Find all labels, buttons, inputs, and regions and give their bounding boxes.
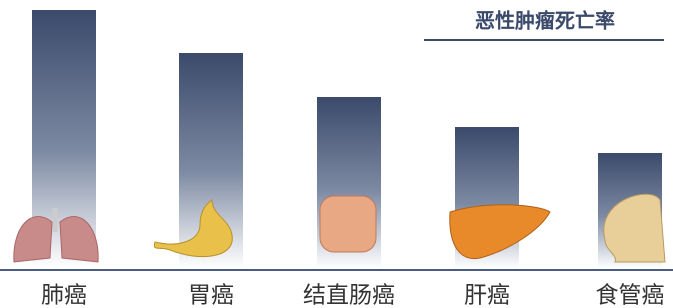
x-tick-label: 胃癌 [188,283,234,308]
chart-title: 恶性肿瘤死亡率 [475,9,615,33]
chart: 恶性肿瘤死亡率 肺癌 胃癌 结直肠癌 肝癌 食管癌 [0,0,673,308]
organ-icons [14,194,665,262]
x-tick-label: 肺癌 [41,283,87,308]
x-tick-label: 肝癌 [464,283,510,308]
liver-icon [450,205,550,259]
x-tick-label: 食管癌 [596,283,665,308]
x-tick-label: 结直肠癌 [303,283,395,308]
intestine-icon [320,196,376,252]
page: 恶性肿瘤死亡率 肺癌胃癌结直肠癌肝癌食管癌 (() => { const dat… [0,0,673,308]
